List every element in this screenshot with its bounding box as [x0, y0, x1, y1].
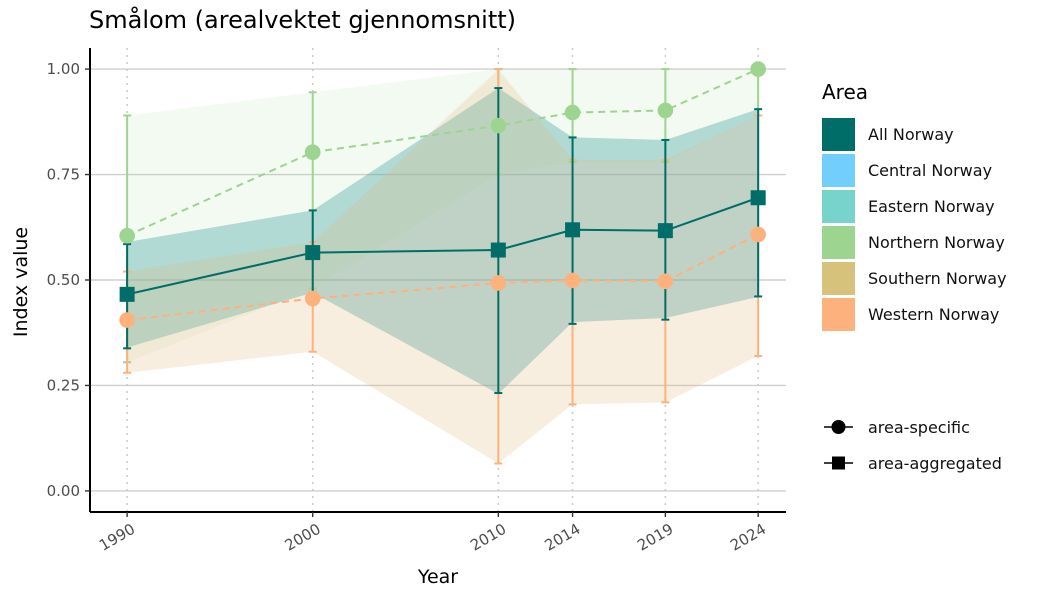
legend-label: Northern Norway — [868, 232, 1005, 252]
point-northern-norway — [490, 117, 507, 134]
y-tick-label: 0.50 — [47, 271, 80, 289]
y-axis-label: Index value — [10, 227, 32, 337]
y-tick-label: 1.00 — [47, 60, 80, 78]
legend-swatch — [822, 189, 855, 223]
point-western-norway — [119, 312, 135, 328]
point-all-norway — [305, 245, 321, 261]
chart-title: Smålom (arealvektet gjennomsnitt) — [89, 6, 517, 34]
ribbon-eastern-norway — [127, 88, 759, 394]
ribbon-western-norway — [127, 71, 759, 464]
point-western-norway — [657, 273, 674, 290]
legend-item-southern-norway: Southern Norway — [822, 260, 1042, 296]
legend-item-northern-norway: Northern Norway — [822, 224, 1042, 260]
confidence-ribbons — [127, 69, 759, 464]
point-western-norway — [304, 290, 321, 307]
point-western-norway — [750, 226, 766, 243]
x-tick-label: 2000 — [282, 520, 324, 555]
point-northern-norway — [750, 61, 766, 77]
area-legend: Area All Norway Central Norway Eastern N… — [822, 80, 1042, 332]
x-axis-label: Year — [417, 566, 458, 588]
legend-item-western-norway: Western Norway — [822, 296, 1042, 332]
legend-item-central-norway: Central Norway — [822, 152, 1042, 188]
circle-marker-icon — [824, 420, 853, 434]
x-tick-label: 2010 — [467, 520, 509, 555]
line-all-norway — [126, 196, 759, 296]
point-northern-norway — [304, 144, 321, 160]
legend-label: Western Norway — [868, 304, 1000, 324]
point-northern-norway — [657, 102, 674, 119]
legend-label: area-aggregated — [868, 453, 1002, 473]
ribbon-southern-norway — [127, 69, 759, 464]
series-lines — [126, 68, 759, 322]
legend-swatch — [822, 153, 855, 187]
x-tick-label: 2024 — [727, 520, 769, 555]
legend-swatch — [822, 297, 855, 331]
point-western-norway — [564, 272, 581, 289]
legend-label: Eastern Norway — [868, 196, 995, 216]
legend-title: Area — [822, 80, 869, 104]
x-tick-label: 2014 — [541, 520, 583, 555]
legend-swatch — [822, 261, 855, 295]
line-western-norway — [127, 233, 759, 322]
ribbon-northern-norway — [127, 69, 759, 363]
y-tick-label: 0.00 — [47, 482, 80, 500]
square-marker-icon — [824, 456, 853, 470]
point-northern-norway — [564, 104, 581, 121]
line-northern-norway — [126, 68, 759, 237]
legend-swatch — [822, 225, 855, 259]
point-all-norway — [750, 190, 766, 206]
shape-legend: area-specific area-aggregated — [822, 409, 1002, 481]
point-all-norway — [119, 286, 135, 302]
legend-item-all-norway: All Norway — [822, 116, 1042, 152]
y-tick-label: 0.25 — [47, 376, 80, 394]
legend-swatch — [822, 117, 855, 151]
y-tick-label: 0.75 — [47, 166, 80, 184]
point-western-norway — [490, 275, 507, 291]
legend-label: All Norway — [868, 124, 954, 144]
x-tick-label: 1990 — [96, 520, 138, 555]
legend-item-area-specific: area-specific — [822, 409, 1002, 445]
legend-label: Central Norway — [868, 160, 993, 180]
legend-item-eastern-norway: Eastern Norway — [822, 188, 1042, 224]
ribbon-central-norway — [127, 88, 759, 394]
legend-label: area-specific — [868, 417, 970, 437]
point-all-norway — [657, 223, 673, 239]
series-points — [119, 61, 766, 328]
point-all-norway — [565, 222, 581, 238]
ribbon-all-norway — [127, 88, 759, 394]
x-tick-label: 2019 — [634, 520, 676, 555]
point-all-norway — [490, 242, 506, 258]
point-northern-norway — [119, 227, 135, 244]
legend-item-area-aggregated: area-aggregated — [822, 445, 1002, 481]
legend-label: Southern Norway — [868, 268, 1007, 288]
